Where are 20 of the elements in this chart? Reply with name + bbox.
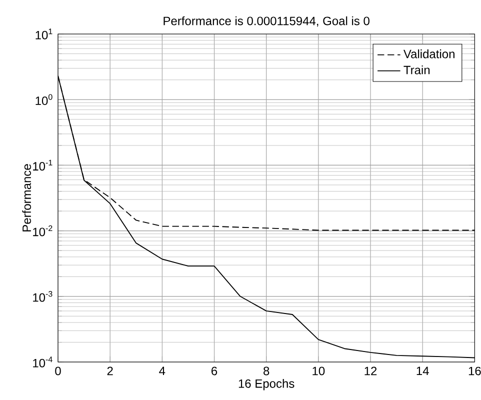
y-tick-label: 10$^{-3}$ — [33, 291, 52, 302]
y-tick-label: 10$^{-2}$ — [33, 225, 52, 236]
x-tick-label: 2 — [107, 366, 113, 376]
y-tick-label: 10$^{-4}$ — [33, 356, 52, 368]
x-tick-label: 14 — [416, 366, 429, 375]
legend-label: Validation — [403, 49, 454, 58]
x-tick-label: 16 — [468, 366, 481, 376]
x-tick-label: 10 — [312, 366, 325, 376]
legend-label: Train — [404, 65, 430, 74]
y-axis-title: Performance — [22, 164, 32, 232]
x-tick-label: 12 — [364, 366, 377, 376]
x-tick-label: 4 — [159, 366, 166, 375]
x-tick-label: 6 — [212, 366, 218, 376]
y-tick-label: 10$^{1}$ — [36, 28, 52, 40]
x-tick-label: 8 — [264, 366, 270, 376]
x-axis-title: 16 Epochs — [238, 379, 294, 390]
x-tick-label: 0 — [55, 366, 61, 376]
y-tick-label: 10$^{0}$ — [36, 94, 52, 106]
chart-title: Performance is 0.000115944, Goal is 0 — [164, 16, 370, 27]
y-tick-label: 10$^{-1}$ — [33, 160, 52, 171]
